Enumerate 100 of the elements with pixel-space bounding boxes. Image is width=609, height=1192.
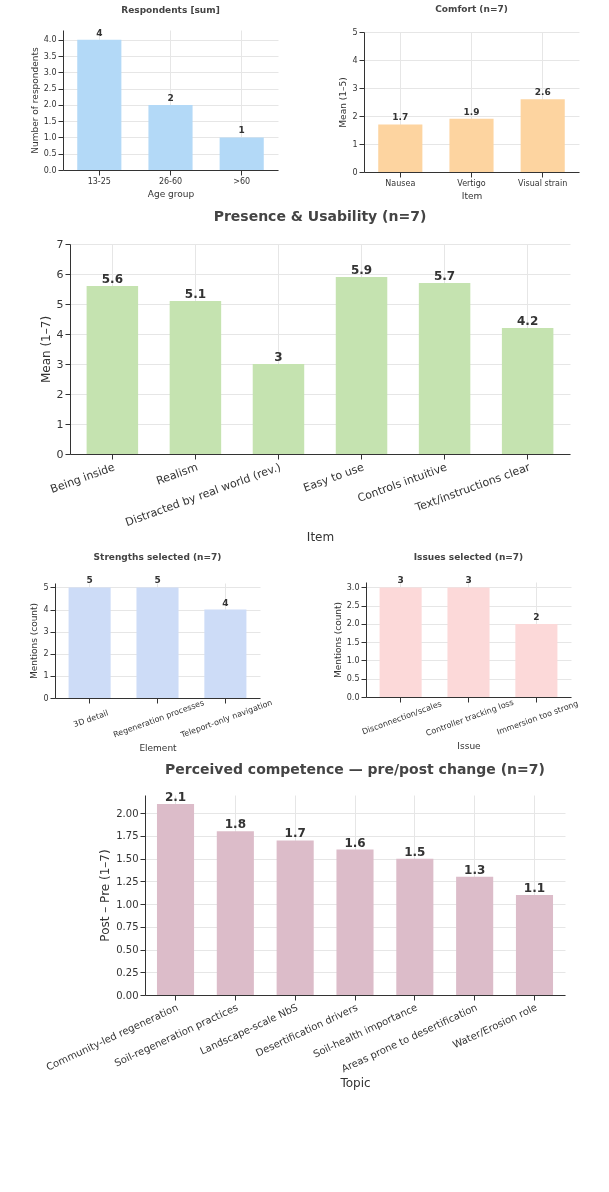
y-tick-label: 1.0 (43, 132, 57, 142)
data-label: 4 (222, 597, 229, 608)
y-tick-label: 2 (43, 649, 49, 659)
data-label: 1 (238, 125, 245, 136)
y-tick-label: 4 (352, 55, 358, 65)
x-tick-label: Nausea (385, 178, 416, 188)
y-axis-title: Mentions (count) (332, 601, 343, 679)
x-axis-title: Item (461, 190, 483, 201)
y-tick-label: 1 (56, 417, 64, 431)
y-tick-label: 6 (56, 267, 64, 281)
y-axis-title: Mentions (count) (29, 602, 40, 680)
y-tick-label: 2 (352, 111, 358, 121)
data-label: 5 (154, 575, 161, 586)
y-tick-label: 2.0 (346, 619, 360, 629)
data-label: 3 (274, 350, 283, 364)
data-label: 2.6 (534, 87, 551, 98)
data-label: 5.1 (184, 287, 207, 301)
data-label: 1.7 (392, 112, 409, 123)
data-label: 4.2 (517, 314, 539, 328)
y-tick-label: 2.0 (43, 100, 57, 110)
data-label: 5 (86, 575, 93, 586)
y-tick-label: 3 (352, 83, 358, 93)
data-label: 2.1 (164, 790, 187, 805)
data-label: 2 (533, 611, 540, 622)
y-tick-label: 0.0 (346, 692, 360, 702)
data-label: 1.8 (224, 817, 246, 832)
data-label: 5.9 (350, 263, 373, 277)
chart-title: Comfort (n=7) (435, 4, 508, 14)
chart-title: Presence & Usability (n=7) (213, 208, 427, 224)
y-tick-label: 5 (43, 582, 49, 592)
data-label: 5.6 (101, 272, 123, 286)
x-tick-label: >60 (233, 176, 251, 186)
chart-title: Strengths selected (n=7) (93, 552, 222, 563)
x-axis-title: Age group (147, 188, 195, 199)
y-tick-label: 0.50 (116, 944, 139, 956)
x-tick-label: Vertigo (457, 178, 486, 188)
bar (169, 301, 222, 454)
y-axis-title: Number of respondents (29, 47, 40, 154)
x-tick-label: Visual strain (518, 178, 568, 188)
bar (336, 849, 374, 995)
y-tick-label: 1.25 (116, 875, 139, 887)
y-tick-label: 0.0 (43, 165, 57, 175)
data-label: 1.1 (523, 881, 546, 895)
bar (276, 840, 314, 995)
data-label: 1.7 (284, 826, 306, 841)
y-tick-label: 1 (352, 139, 358, 149)
bar (418, 283, 471, 454)
y-tick-label: 0.75 (116, 921, 139, 933)
y-tick-label: 0 (352, 167, 358, 177)
y-tick-label: 1 (43, 671, 49, 681)
y-axis-title: Mean (1–7) (38, 315, 53, 384)
bar (148, 104, 193, 170)
x-axis-title: Issue (457, 740, 481, 751)
y-tick-label: 2.00 (116, 807, 139, 819)
bar (156, 804, 195, 995)
y-tick-label: 1.75 (116, 830, 139, 842)
y-axis-title: Post – Pre (1–7) (98, 849, 113, 942)
y-tick-label: 1.5 (43, 116, 57, 126)
y-tick-label: 3 (56, 357, 64, 371)
y-tick-label: 0.5 (346, 674, 360, 684)
y-tick-label: 1.0 (346, 655, 360, 665)
y-tick-label: 1.00 (116, 898, 139, 910)
x-tick-label: Being inside (48, 460, 117, 496)
x-tick-label: 13-25 (87, 176, 111, 186)
bar (86, 286, 139, 454)
y-axis-title: Mean (1–5) (338, 77, 349, 128)
bar (252, 364, 305, 454)
y-tick-label: 4 (43, 605, 49, 615)
chart-title: Respondents [sum] (121, 4, 220, 15)
bar (456, 876, 494, 995)
x-tick-label: 26-60 (158, 176, 183, 186)
y-tick-label: 4 (56, 327, 64, 341)
y-tick-label: 3.0 (346, 582, 360, 592)
y-tick-label: 4.0 (43, 35, 57, 45)
chart-title: Perceived competence — pre/post change (n=7) (165, 761, 545, 778)
x-axis-title: Item (306, 530, 335, 545)
bar (216, 831, 254, 995)
y-tick-label: 2 (56, 387, 64, 401)
bar (77, 39, 122, 170)
bar (501, 328, 554, 454)
y-tick-label: 5 (56, 297, 64, 311)
y-tick-label: 3 (43, 627, 49, 637)
bar (515, 895, 554, 995)
data-label: 3 (465, 575, 472, 586)
y-tick-label: 5 (352, 27, 358, 37)
y-tick-label: 3.5 (43, 51, 57, 61)
data-label: 1.9 (463, 106, 480, 117)
data-label: 5.7 (433, 269, 456, 283)
data-label: 3 (397, 575, 404, 586)
y-tick-label: 0 (56, 447, 64, 461)
y-tick-label: 0.25 (116, 966, 139, 978)
y-tick-label: 7 (56, 237, 64, 251)
y-tick-label: 0.5 (43, 149, 57, 159)
y-tick-label: 0 (43, 693, 49, 703)
x-axis-title: Element (139, 742, 178, 753)
data-label: 4 (96, 27, 103, 38)
y-tick-label: 1.50 (116, 853, 139, 865)
bar (335, 277, 388, 454)
y-tick-label: 1.5 (346, 637, 360, 647)
data-label: 1.6 (344, 835, 366, 850)
